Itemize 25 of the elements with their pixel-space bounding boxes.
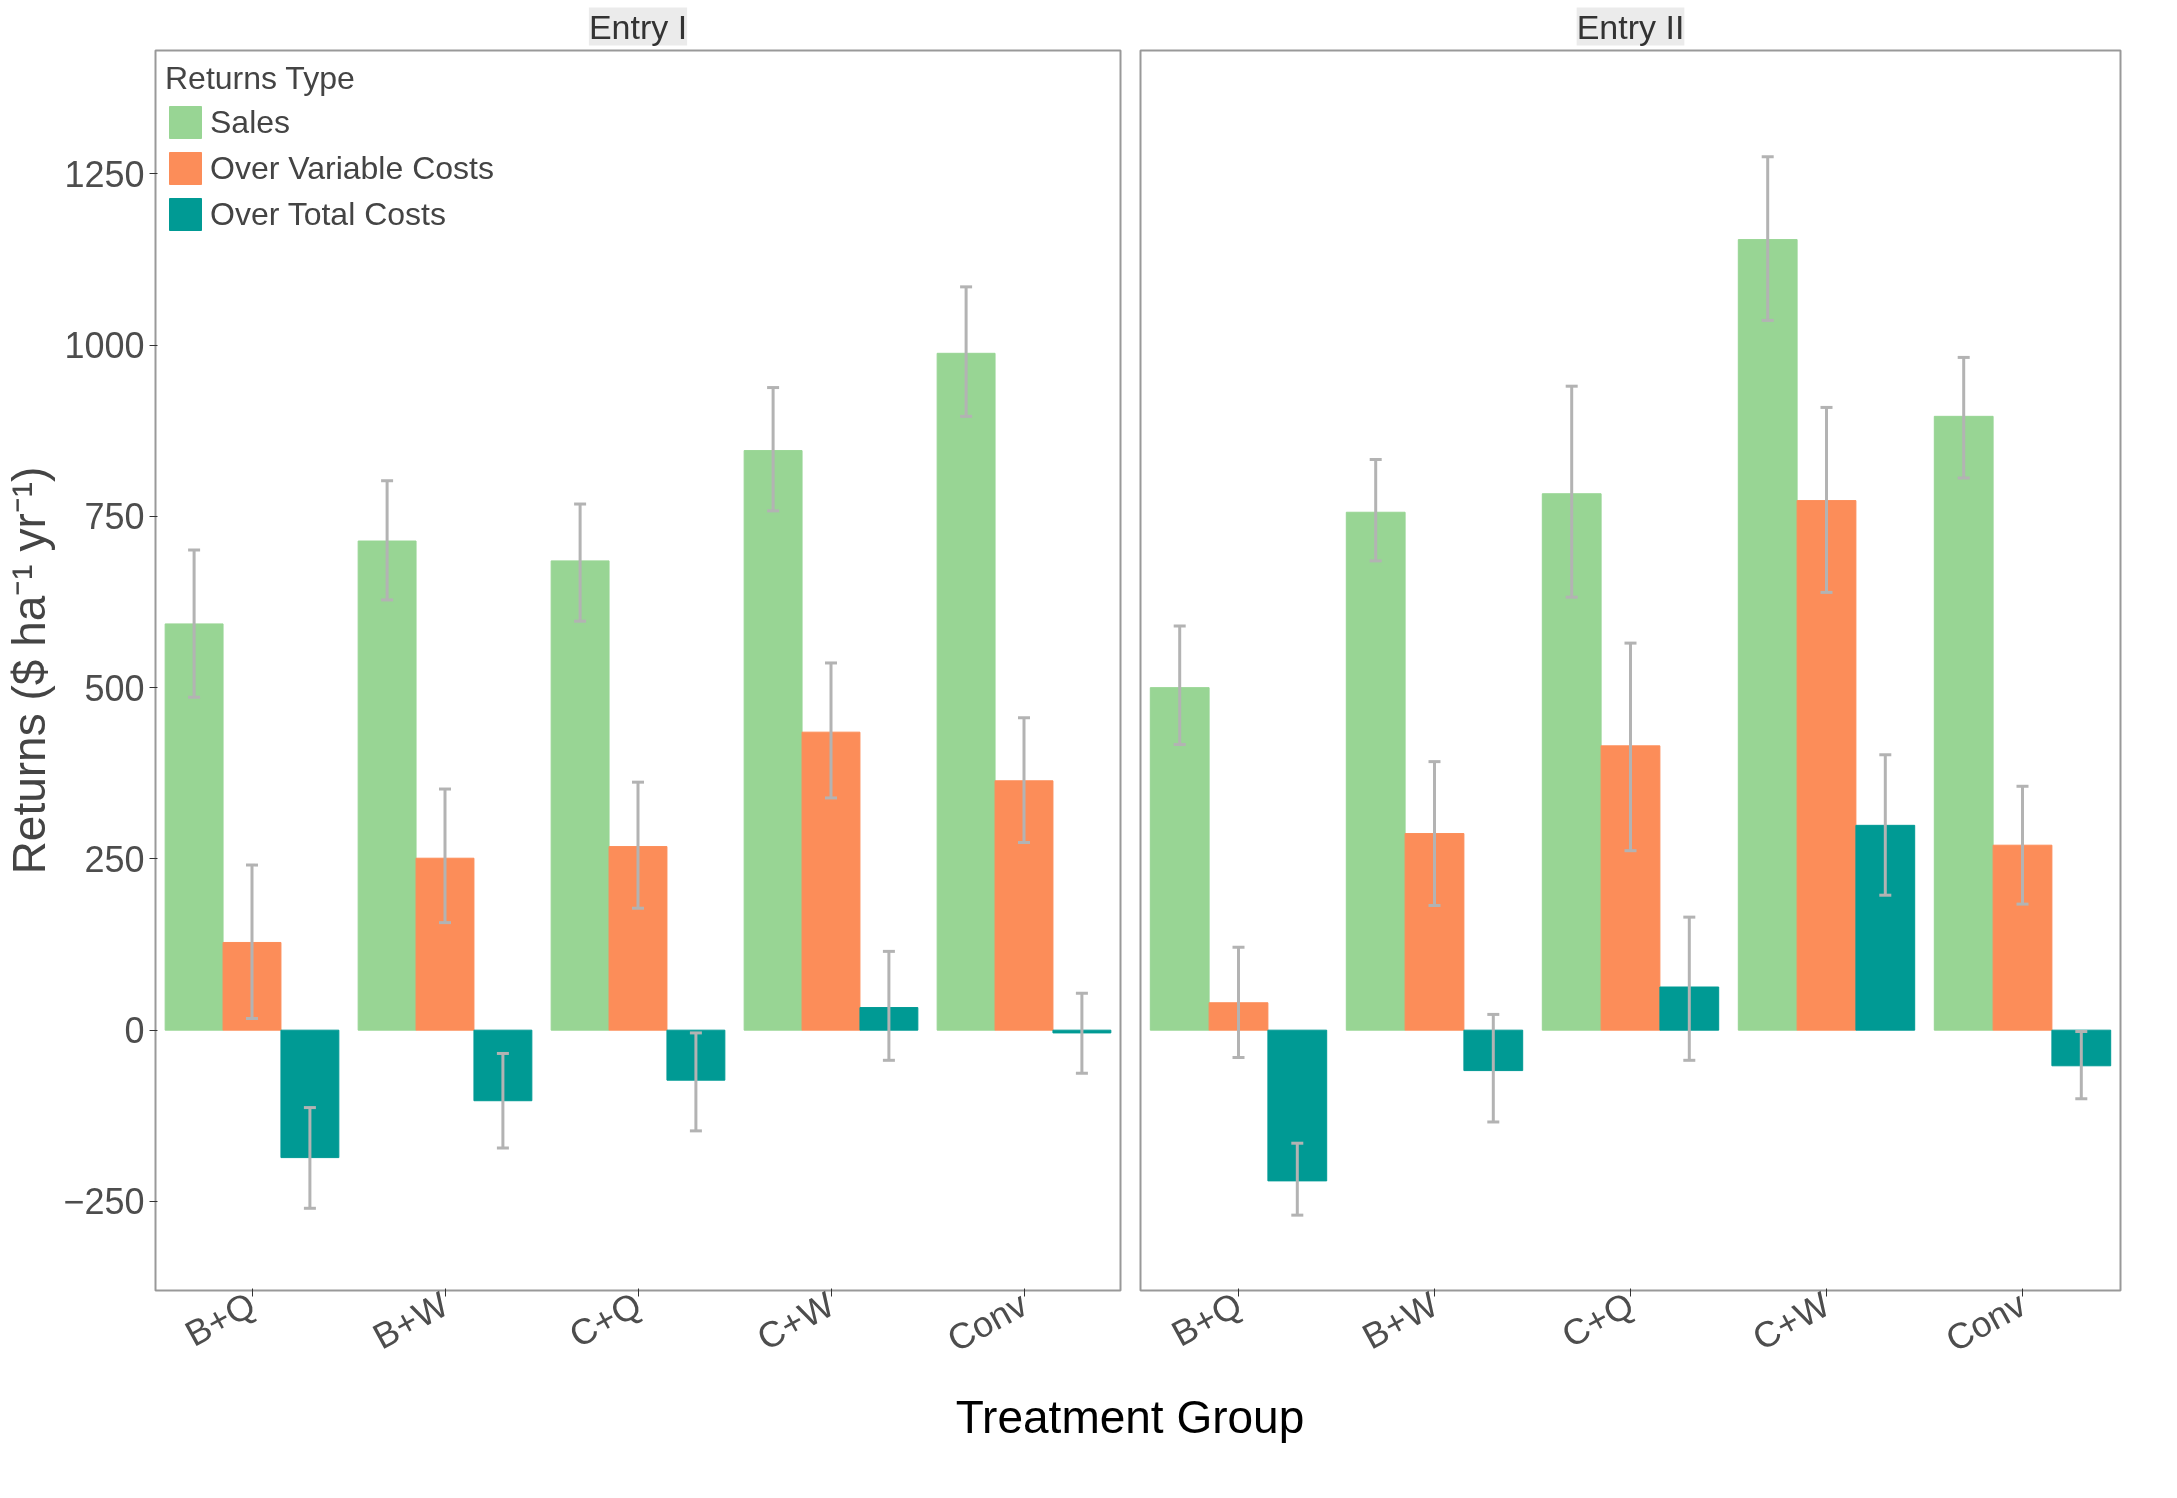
x-axis-title: Treatment Group — [955, 1390, 1305, 1445]
x-tick-label: Conv — [1938, 1283, 2033, 1360]
x-tick-label: C+W — [1745, 1283, 1837, 1359]
chart-title: Entry II — [1576, 7, 1685, 46]
x-tick-label: B+W — [1355, 1283, 1445, 1358]
legend-label: Sales — [210, 103, 291, 141]
legend-label: Over Total Costs — [210, 195, 446, 233]
y-axis-title: Returns ($ ha⁻¹ yr⁻¹) — [3, 466, 56, 875]
x-tick-label: B+Q — [1164, 1283, 1249, 1355]
x-tick-label: C+Q — [562, 1283, 648, 1356]
x-tick-label: B+Q — [178, 1283, 262, 1355]
y-tick-label: 1000 — [64, 325, 145, 367]
y-tick-label: −250 — [63, 1181, 145, 1223]
chart-title: Entry I — [588, 7, 688, 46]
y-tick-label: 250 — [84, 838, 145, 880]
legend-title: Returns Type — [165, 60, 356, 97]
x-tick-label: C+Q — [1554, 1283, 1641, 1356]
y-tick-label: 1250 — [64, 153, 145, 195]
y-tick-label: 750 — [84, 496, 145, 538]
x-tick-label: Conv — [940, 1283, 1034, 1360]
y-tick-label: 0 — [124, 1010, 145, 1052]
legend-label: Over Variable Costs — [210, 149, 494, 187]
x-tick-label: C+W — [750, 1283, 841, 1359]
y-tick-label: 500 — [84, 667, 145, 709]
x-tick-label: B+W — [365, 1283, 455, 1358]
